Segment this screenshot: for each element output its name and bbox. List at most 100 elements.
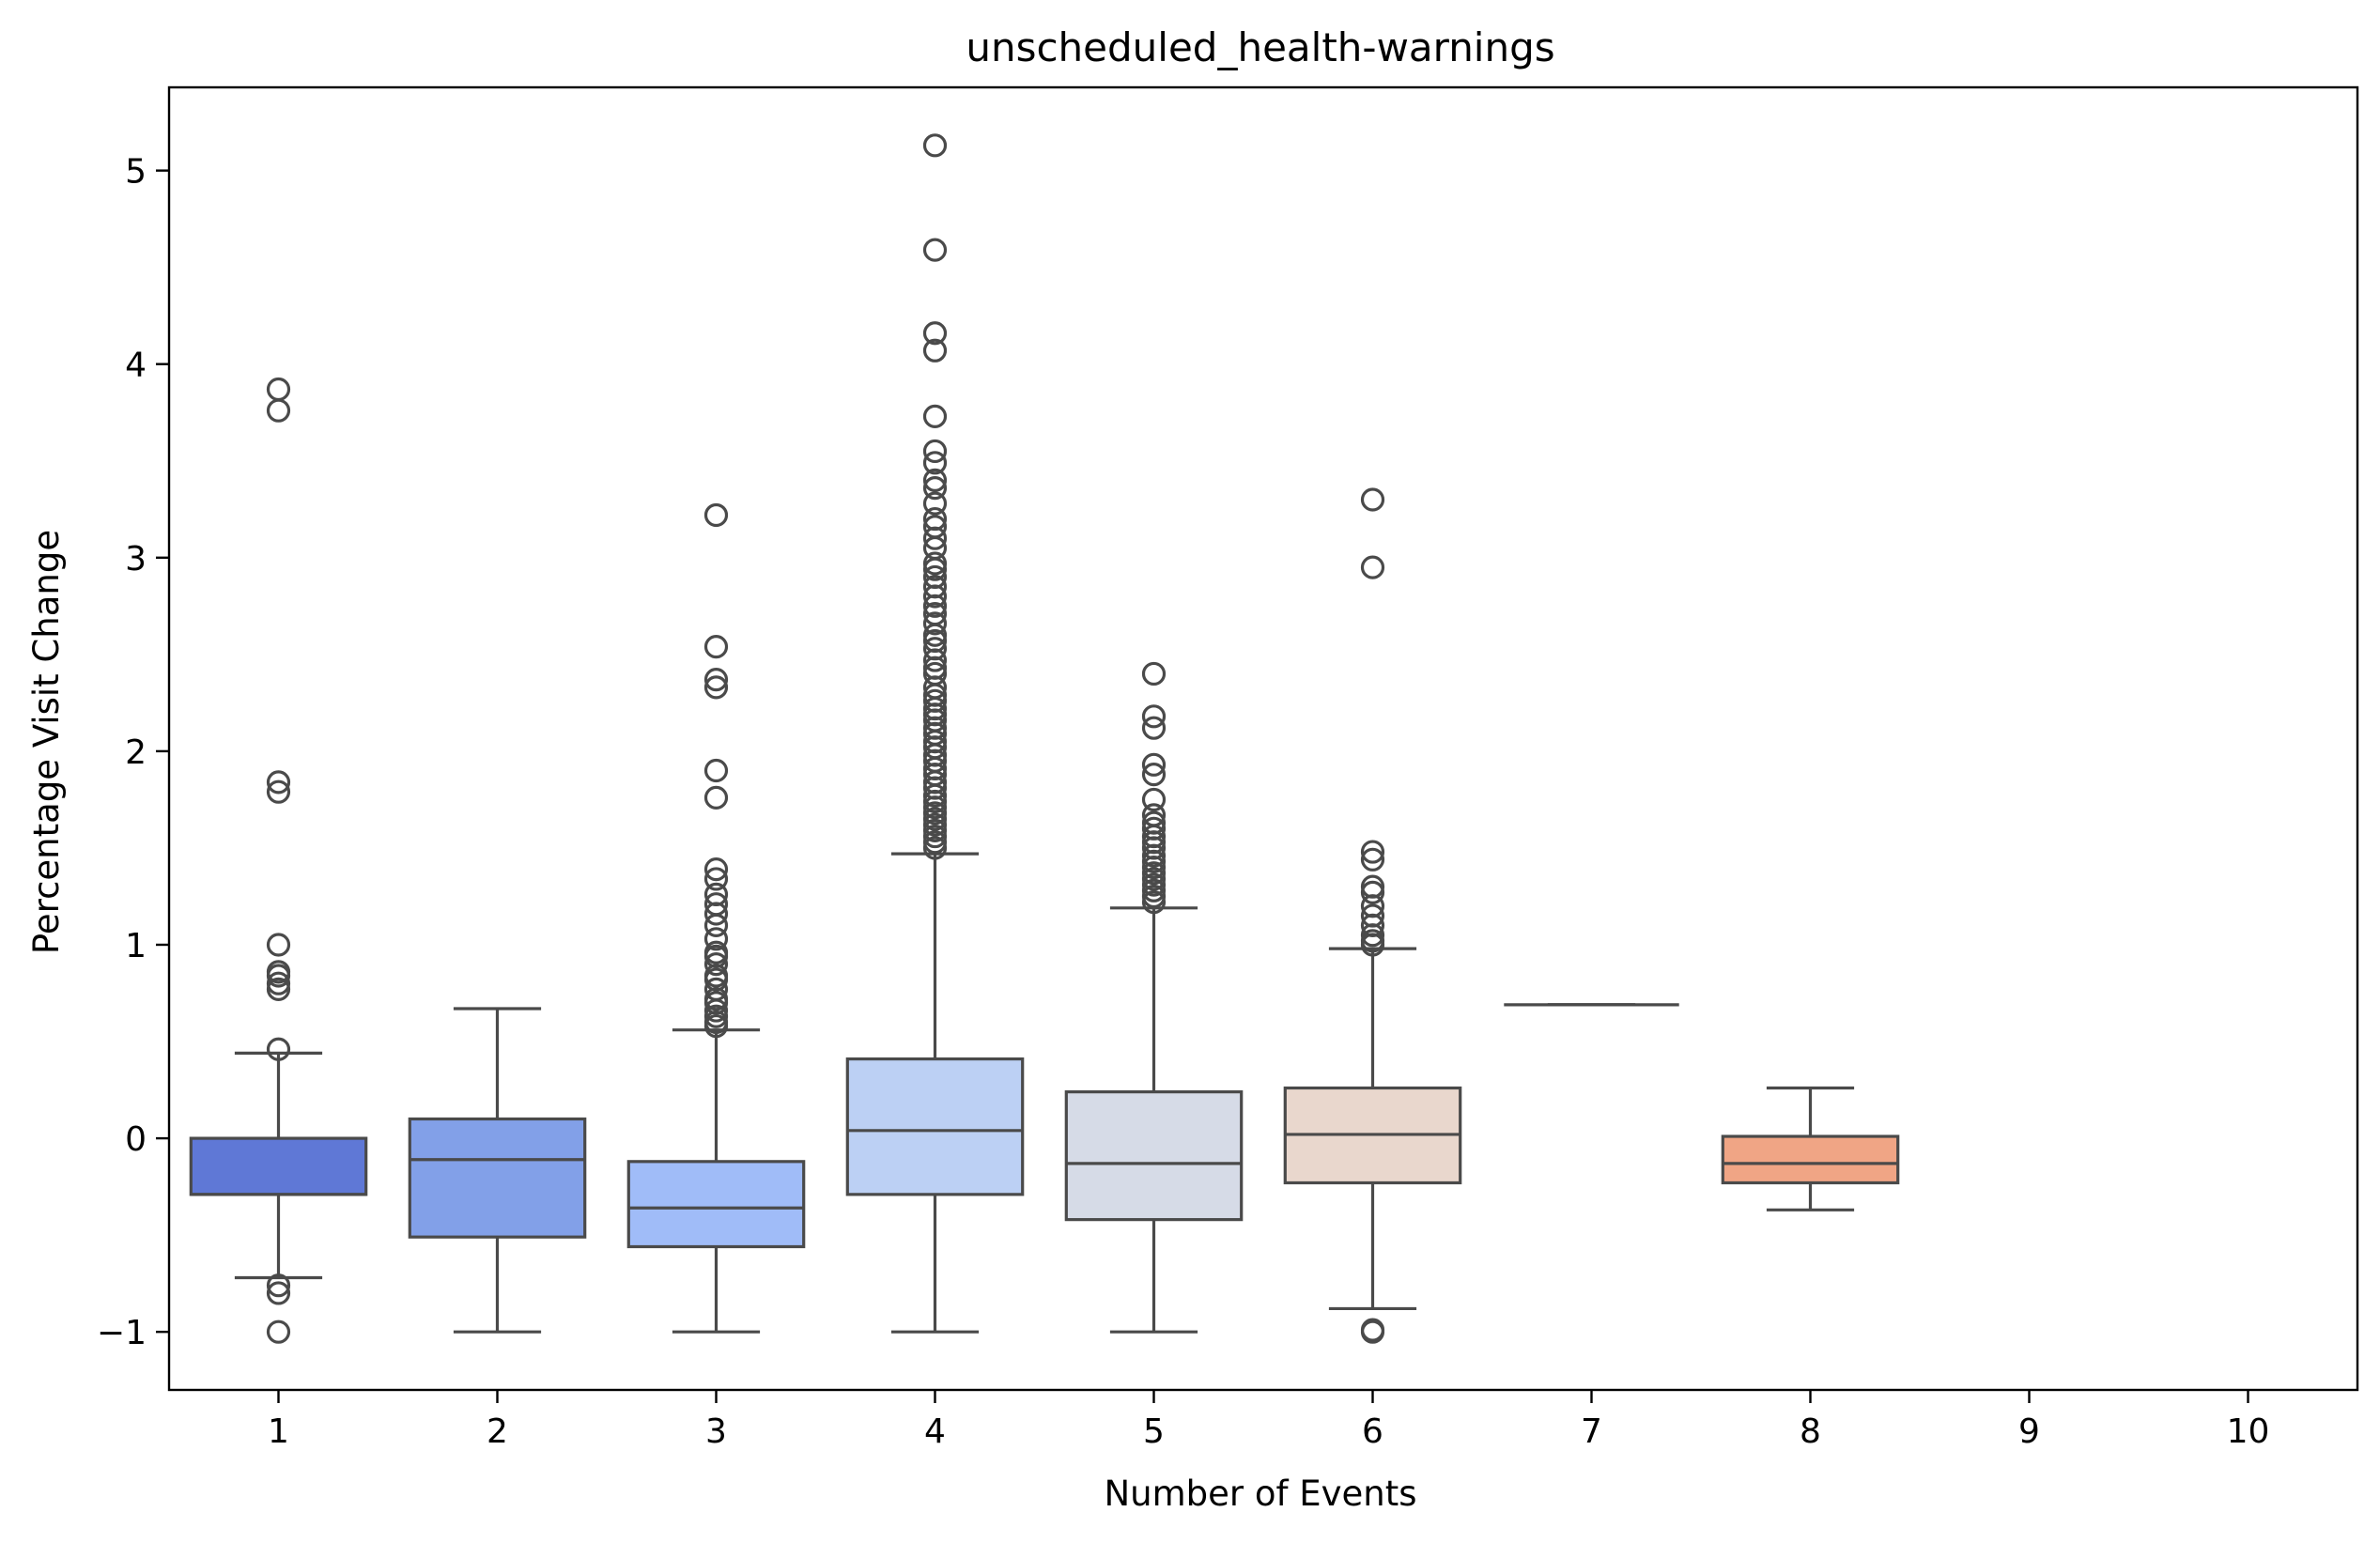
outlier-3-10 <box>703 902 729 926</box>
outlier-4-15 <box>922 557 948 581</box>
outlier-6-3 <box>1360 847 1385 872</box>
x-tick-label-4: 4 <box>924 1412 946 1451</box>
outlier-1-7 <box>266 971 291 995</box>
outlier-1-12 <box>266 1319 291 1344</box>
outlier-1-3 <box>266 779 291 804</box>
outlier-5-17 <box>1141 872 1167 897</box>
outlier-1-8 <box>266 977 291 1001</box>
outlier-6-0 <box>1360 487 1385 512</box>
x-tick-label-2: 2 <box>487 1412 508 1451</box>
box-1 <box>189 1136 368 1196</box>
outlier-4-7 <box>922 468 948 492</box>
outlier-4-46 <box>922 795 948 820</box>
outlier-3-3 <box>703 675 729 700</box>
outlier-1-1 <box>266 398 291 423</box>
outlier-5-15 <box>1141 861 1167 886</box>
outlier-4-50 <box>922 818 948 842</box>
outlier-4-9 <box>922 491 948 516</box>
outlier-4-3 <box>922 338 948 363</box>
outlier-6-5 <box>1360 880 1385 904</box>
y-tick-label-0: −1 <box>97 1314 147 1352</box>
outlier-3-15 <box>703 951 729 977</box>
plot-area: −1 0 1 2 3 4 5 1 2 3 4 5 6 7 8 9 10 <box>97 85 2359 1451</box>
outlier-1-10 <box>266 1273 291 1298</box>
outlier-4-14 <box>922 551 948 576</box>
outlier-4-44 <box>922 783 948 808</box>
x-tick-label-9: 9 <box>2018 1412 2040 1451</box>
outlier-4-2 <box>922 321 948 346</box>
outlier-5-2 <box>1141 716 1167 740</box>
y-tick-label-3: 2 <box>125 733 147 772</box>
x-tick-label-5: 5 <box>1143 1412 1165 1451</box>
outlier-6-11 <box>1360 933 1385 957</box>
outlier-3-6 <box>703 857 729 882</box>
outlier-4-49 <box>922 812 948 837</box>
y-tick-label-2: 1 <box>125 927 147 965</box>
outlier-3-5 <box>703 785 729 810</box>
outlier-5-12 <box>1141 843 1167 868</box>
outlier-6-1 <box>1360 555 1385 579</box>
outlier-4-25 <box>922 648 948 672</box>
box-5 <box>1064 1090 1244 1222</box>
outlier-3-12 <box>703 927 729 951</box>
y-tick-label-5: 4 <box>125 347 147 385</box>
outlier-3-21 <box>703 998 729 1023</box>
outlier-6-2 <box>1360 840 1385 864</box>
outlier-4-1 <box>922 238 948 262</box>
outlier-3-7 <box>703 867 729 891</box>
y-tick-label-1: 0 <box>125 1120 147 1159</box>
outlier-3-22 <box>703 1004 729 1028</box>
outlier-5-3 <box>1141 752 1167 777</box>
outlier-5-16 <box>1141 867 1167 891</box>
outlier-4-22 <box>922 623 948 647</box>
outlier-5-1 <box>1141 704 1167 729</box>
outlier-4-0 <box>922 133 948 158</box>
outlier-5-19 <box>1141 884 1167 909</box>
outlier-5-0 <box>1141 661 1167 687</box>
outlier-5-5 <box>1141 787 1167 812</box>
outlier-1-4 <box>266 933 291 957</box>
x-tick-label-1: 1 <box>268 1412 289 1451</box>
outlier-4-4 <box>922 404 948 428</box>
outlier-6-13 <box>1360 1319 1385 1344</box>
x-tick-label-10: 10 <box>2227 1412 2270 1451</box>
x-tick-label-3: 3 <box>705 1412 727 1451</box>
outlier-3-24 <box>703 1013 729 1039</box>
outlier-5-13 <box>1141 849 1167 873</box>
outlier-4-5 <box>922 439 948 464</box>
outlier-4-53 <box>922 836 948 860</box>
outlier-4-51 <box>922 824 948 849</box>
outlier-5-20 <box>1141 890 1167 915</box>
box-3 <box>626 1160 806 1249</box>
outlier-4-6 <box>922 451 948 475</box>
chart-title: unscheduled_health-warnings <box>966 24 1554 70</box>
outlier-4-8 <box>922 476 948 501</box>
outlier-3-1 <box>703 635 729 659</box>
outlier-4-47 <box>922 801 948 826</box>
outlier-3-0 <box>703 502 729 528</box>
outlier-3-11 <box>703 913 729 937</box>
x-tick-label-8: 8 <box>1800 1412 1821 1451</box>
outlier-5-14 <box>1141 855 1167 880</box>
box-2 <box>408 1117 587 1239</box>
outlier-4-18 <box>922 584 948 609</box>
outlier-6-9 <box>1360 923 1385 948</box>
outlier-3-2 <box>703 668 729 692</box>
outlier-5-18 <box>1141 878 1167 903</box>
outlier-1-9 <box>266 1037 291 1061</box>
plot-frame <box>167 85 2359 1392</box>
outlier-1-2 <box>266 770 291 795</box>
outlier-1-11 <box>266 1281 291 1305</box>
outlier-4-21 <box>922 611 948 636</box>
x-tick-label-6: 6 <box>1362 1412 1383 1451</box>
y-axis-label: Percentage Visit Change <box>26 530 67 954</box>
y-tick-label-4: 3 <box>125 540 147 579</box>
outlier-4-45 <box>922 789 948 814</box>
x-tick-label-7: 7 <box>1581 1412 1602 1451</box>
outlier-3-4 <box>703 758 729 783</box>
x-axis-label: Number of Events <box>1104 1474 1416 1514</box>
box-8 <box>1721 1134 1900 1185</box>
outlier-4-52 <box>922 830 948 855</box>
